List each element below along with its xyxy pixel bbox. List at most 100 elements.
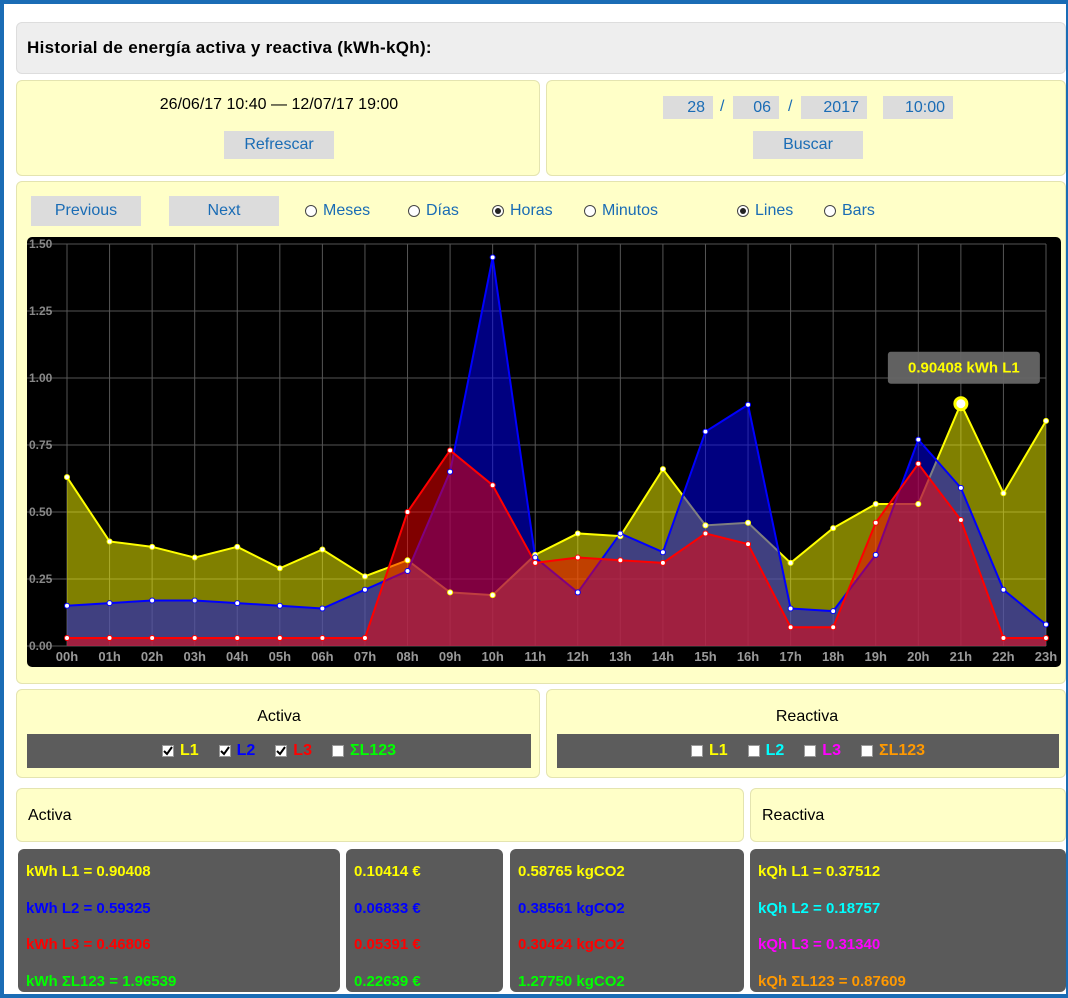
period-option[interactable]: Minutos [602,202,659,219]
data-point [149,634,156,641]
data-point [447,589,454,596]
legend-bar: L1 L2 L3 ΣL123 [27,734,531,768]
kqh-value: kQh L2 = 0.18757 [758,899,881,917]
radio-button[interactable] [584,205,596,217]
co2-value: 1.27750 kgCO2 [518,972,625,990]
radio-button[interactable] [408,205,420,217]
data-point [319,546,326,553]
check [219,746,230,756]
y-tick-label: 0.25 [29,572,53,586]
period-option[interactable]: Días [426,202,459,219]
data-point [489,592,496,599]
co2-value: 0.30424 kgCO2 [518,936,625,953]
data-point [574,589,581,596]
checkbox [275,745,288,757]
separator: / [788,98,793,115]
y-tick-label: 1.25 [29,304,53,318]
year-input[interactable]: 2017 [801,96,867,119]
checkbox [690,745,703,757]
data-point [404,557,411,564]
co2-box: 0.58765 kgCO2 0.38561 kgCO2 0.30424 kgCO2 1… [510,849,744,992]
y-tick-label: 0.50 [29,505,53,519]
data-point [617,530,624,537]
data-point [319,605,326,612]
x-tick-label: 23h [1035,649,1057,664]
legend-item[interactable]: L1 [161,742,199,760]
checkbox [218,745,231,757]
data-point [361,573,368,580]
legend-item[interactable]: L3 [275,742,312,760]
data-point [915,500,922,507]
data-point [702,522,709,529]
data-point [191,554,198,561]
month-input[interactable]: 06 [733,96,779,119]
time-input[interactable]: 10:00 [883,96,953,119]
check-mark [219,746,230,756]
x-tick-label: 13h [609,649,631,664]
legend-item[interactable]: ΣL123 [860,742,925,760]
x-tick-label: 04h [226,649,248,664]
x-tick-label: 22h [992,649,1014,664]
x-tick-label: 21h [950,649,972,664]
legend-item[interactable]: L1 [690,742,728,760]
data-point [830,525,837,532]
cost-value: 0.06833 € [354,899,421,917]
mode-option[interactable]: Lines [755,202,794,219]
previous-button[interactable]: Previous [31,196,141,226]
x-tick-label: 20h [907,649,929,664]
range-panel: 26/06/17 10:40 — 12/07/17 19:00 Refresca… [16,80,540,176]
page-title: Historial de energía activa y reactiva (… [27,38,432,57]
search-button[interactable]: Buscar [753,131,863,159]
data-point [404,567,411,574]
refresh-button[interactable]: Refrescar [224,131,334,159]
mode-option[interactable]: Bars [842,202,875,219]
legend-label: L3 [293,742,312,759]
data-point [1000,586,1007,593]
cost-value: 0.05391 € [354,936,421,953]
data-point [915,460,922,467]
x-tick-label: 00h [56,649,78,664]
y-tick-label: 0.00 [29,639,53,653]
legend-label: L2 [236,742,256,759]
data-point [915,436,922,443]
day-input[interactable]: 28 [663,96,713,119]
radio-button[interactable] [305,205,317,217]
legend-reactive-panel: Reactiva L1 L2 L3 ΣL123 [546,689,1066,778]
data-point [872,519,879,526]
data-point [191,597,198,604]
check [276,746,287,756]
x-tick-label: 16h [737,649,759,664]
data-point [574,554,581,561]
x-tick-label: 18h [822,649,844,664]
legend-title: Reactiva [775,708,839,725]
data-point [659,466,666,473]
legend-item[interactable]: L3 [804,742,841,760]
data-point [574,530,581,537]
radio-button[interactable] [824,205,836,217]
series-line [67,448,1046,639]
data-point [532,554,539,561]
kwh-value: kWh L1 = 0.90408 [26,863,151,880]
y-tick-label: 0.75 [29,438,53,452]
data-point [745,541,752,548]
checkbox [331,745,344,757]
x-tick-label: 14h [652,649,674,664]
legend-item[interactable]: L2 [747,742,784,760]
legend-item[interactable]: L2 [218,742,256,760]
data-point [787,559,794,566]
next-button[interactable]: Next [169,196,279,226]
data-point [872,500,879,507]
x-tick-label: 02h [141,649,163,664]
range-text: 26/06/17 10:40 — 12/07/17 19:00 [159,96,399,113]
kwh-value: kWh L3 = 0.46806 [26,936,151,953]
kqh-value: kQh L3 = 0.31340 [758,936,881,953]
radio-dot [495,208,501,214]
period-option[interactable]: Horas [510,202,553,219]
legend-label: L3 [822,742,841,759]
check [163,746,173,756]
x-tick-label: 12h [567,649,589,664]
legend-item[interactable]: ΣL123 [331,742,396,760]
search-panel: 28 / 06 / 2017 10:00 Buscar [546,80,1066,176]
x-tick-label: 17h [779,649,801,664]
period-option[interactable]: Meses [323,202,371,219]
